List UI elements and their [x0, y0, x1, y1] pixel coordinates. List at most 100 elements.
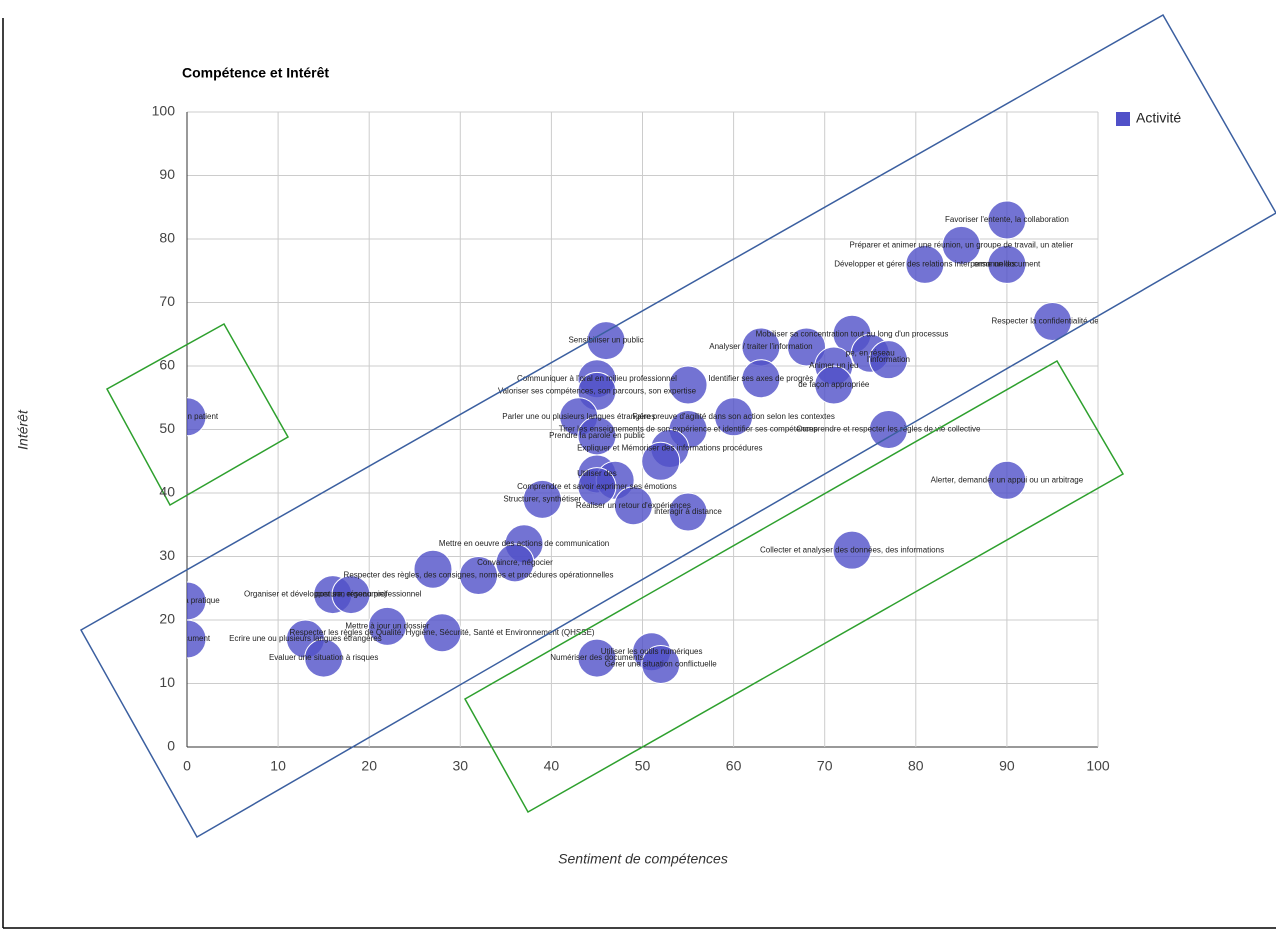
- bubble-label: pe, en réseau: [846, 348, 895, 357]
- y-tick-label: 100: [152, 103, 176, 119]
- bubble: [832, 530, 872, 570]
- bubble-label: Favoriser l'entente, la collaboration: [945, 215, 1069, 224]
- bubble: [331, 575, 371, 615]
- bubble-label: de façon appropriée: [798, 380, 870, 389]
- bubble-label: Respecter les règles de Qualité, Hygiène…: [290, 628, 595, 637]
- bubble-label: Expliquer et Mémoriser des informations …: [577, 444, 762, 453]
- bubble: [714, 397, 754, 437]
- bubble-label: Alerter, demander un appui ou un arbitra…: [931, 475, 1084, 484]
- bubble: [987, 200, 1027, 240]
- bubble-label: timiser sa pratique: [154, 596, 220, 605]
- bubble-label: Analyser / traiter l'information: [709, 342, 812, 351]
- bubble: [641, 441, 681, 481]
- highlight-box: [463, 359, 1125, 814]
- y-tick-label: 10: [159, 674, 175, 690]
- bubble-label: ne document: [164, 634, 211, 643]
- bubble: [668, 365, 708, 405]
- x-tick-label: 50: [635, 758, 651, 774]
- bubble-label: Comprendre et respecter les règles de vi…: [796, 425, 981, 434]
- bubble: [905, 244, 945, 284]
- bubble: [522, 479, 562, 519]
- bubble-label: Mettre en oeuvre des actions de communic…: [439, 539, 609, 548]
- bubble-label: Evaluer une situation à risques: [269, 653, 378, 662]
- bubble-label: Développer et gérer des relations interp…: [834, 260, 1015, 269]
- bubble: [422, 613, 462, 653]
- x-tick-label: 40: [544, 758, 560, 774]
- bubble-label: Valoriser ses compétences, son parcours,…: [498, 387, 697, 396]
- x-axis-label: Sentiment de compétences: [558, 851, 728, 867]
- bubble-label: Animer un jeu: [809, 361, 858, 370]
- x-tick-label: 10: [270, 758, 286, 774]
- bubble: [187, 397, 207, 437]
- bubble-label: Convaincre, négocier: [477, 558, 553, 567]
- bubble-label: Faire preuve d'agilité dans son action s…: [632, 412, 835, 421]
- legend-swatch: [1116, 112, 1130, 126]
- bubble-label: Gérer une situation conflictuelle: [605, 660, 718, 669]
- y-axis-label: Intérêt: [15, 409, 31, 450]
- y-tick-label: 30: [159, 547, 175, 563]
- bubble-label: Utiliser des: [577, 469, 617, 478]
- bubble-label: Ecrire une ou plusieurs langues étrangèr…: [229, 634, 382, 643]
- x-tick-label: 80: [908, 758, 924, 774]
- bubble: [987, 460, 1027, 500]
- y-tick-label: 0: [167, 738, 175, 754]
- bubble-label: Utiliser les outils numériques: [601, 647, 703, 656]
- bubble-label: Collecter et analyser des données, des i…: [760, 545, 944, 554]
- bubble: [641, 644, 681, 684]
- bubble: [741, 359, 781, 399]
- bubble-label: Prendre la parole en public: [549, 431, 645, 440]
- bubble-label: Structurer, synthétiser: [503, 494, 581, 503]
- bubble-label: interagir à distance: [654, 507, 722, 516]
- bubble: [941, 225, 981, 265]
- bubble: [868, 410, 908, 449]
- bubble-label: Respecter des règles, des consignes, nor…: [344, 571, 614, 580]
- bubble-label: orme un document: [974, 260, 1041, 269]
- bubble: [495, 543, 535, 583]
- y-tick-label: 70: [159, 293, 175, 309]
- y-tick-label: 80: [159, 230, 175, 246]
- bubble: [577, 467, 617, 507]
- bubble: [868, 340, 908, 380]
- bubble: [459, 556, 499, 596]
- bubble: [586, 321, 626, 361]
- x-tick-label: 60: [726, 758, 742, 774]
- bubble: [304, 638, 344, 678]
- bubbles: [187, 200, 1072, 684]
- bubble-label: Communiquer à l'oral en milieu professio…: [517, 374, 677, 383]
- bubble: [668, 492, 708, 532]
- bubble: [413, 549, 453, 589]
- y-tick-label: 90: [159, 166, 175, 182]
- bubble-label: Tirer les enseignements de son expérienc…: [559, 425, 818, 434]
- bubble-labels: pagner un patient Favoriser l'entente, la…: [154, 215, 1115, 669]
- bubble: [187, 581, 207, 621]
- bubble-label: Comprendre et savoir exprimer ses émotio…: [517, 482, 677, 491]
- bubble-label: l'information: [867, 355, 910, 364]
- y-tick-label: 20: [159, 611, 175, 627]
- x-tick-label: 90: [999, 758, 1015, 774]
- bubble-label: Mettre à jour un dossier: [345, 621, 429, 630]
- bubble: [814, 365, 854, 405]
- bubble: [1032, 302, 1072, 342]
- bubble-label: Préparer et animer une réunion, un group…: [849, 240, 1073, 249]
- bubble-label: Mobiliser sa concentration tout au long …: [756, 329, 949, 338]
- x-tick-label: 20: [361, 758, 377, 774]
- highlight-box: [105, 322, 290, 507]
- legend: Activité: [1116, 110, 1181, 126]
- bubble-label: posture, ergonomie): [315, 590, 387, 599]
- bubble-label: Sensibiliser un public: [568, 336, 643, 345]
- x-tick-label: 70: [817, 758, 833, 774]
- bubble-label: Réaliser un retour d'expériences: [576, 501, 691, 510]
- y-tick-label: 50: [159, 420, 175, 436]
- chart-title: Compétence et Intérêt: [182, 65, 329, 81]
- bubble: [367, 606, 407, 646]
- highlight-band: [79, 13, 1276, 839]
- bubble-label: Numériser des documents: [550, 653, 643, 662]
- x-tick-label: 100: [1086, 758, 1110, 774]
- bubble-label: Organiser et développer son réseau profe…: [244, 590, 422, 599]
- bubble: [613, 486, 653, 526]
- bubble-label: Parler une ou plusieurs langues étrangèr…: [502, 412, 655, 421]
- bubble-label: Respecter la confidentialité des inf: [992, 317, 1115, 326]
- bubble: [786, 327, 826, 367]
